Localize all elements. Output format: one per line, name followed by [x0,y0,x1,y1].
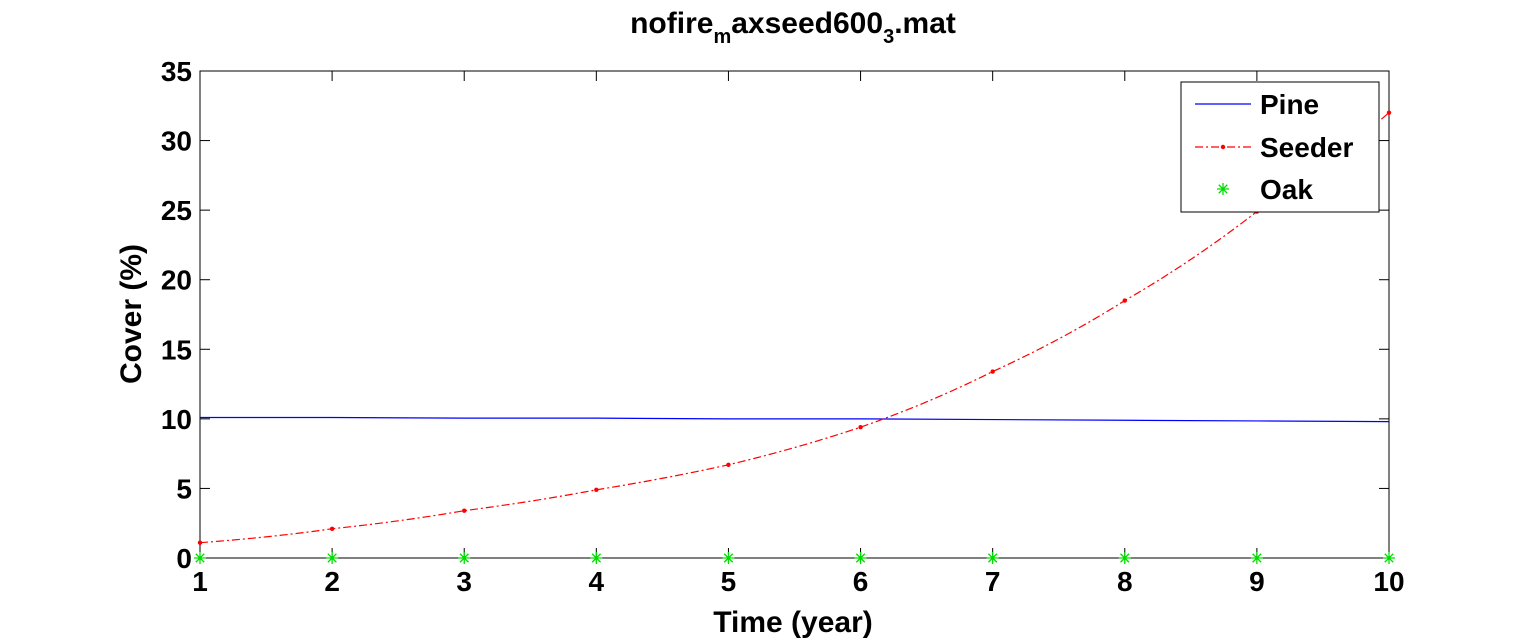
series-point-oak [986,552,999,564]
chart-title-sub1: m [713,26,731,48]
series-point-seeder [1386,110,1392,115]
y-tick-label: 30 [161,126,192,157]
x-tick-label: 4 [589,566,605,597]
x-tick-label: 8 [1117,566,1133,597]
series-pine [200,416,1390,423]
series-point-seeder [197,540,203,545]
series-point-seeder [1122,298,1127,303]
chart-title-sub2: 3 [883,26,894,48]
series-point-oak [458,552,471,564]
y-tick-label: 25 [161,195,192,226]
x-tick-label: 1 [192,566,208,597]
y-axis-label: Cover (%) [115,244,148,384]
series-line-seeder [199,112,1390,544]
chart-title: nofiremaxseed6003.mat [630,7,956,48]
x-tick-label: 3 [456,566,472,597]
legend-marker-seeder [1220,144,1226,150]
chart-title-part3: .mat [894,7,956,40]
series-line-pine [200,416,1390,423]
series-oak [194,552,1395,564]
legend-label-oak: Oak [1260,174,1313,205]
y-tick-label: 10 [161,404,192,435]
x-tick-label: 9 [1249,566,1265,597]
series-point-seeder [990,369,995,374]
series-point-seeder [462,508,467,513]
legend-label-pine: Pine [1260,89,1319,120]
y-tick-label: 20 [161,265,192,296]
series-point-oak [722,552,735,564]
series-point-oak [590,552,603,564]
y-tick-label: 5 [176,473,192,504]
series-point-seeder [594,487,599,493]
legend: Pine Seeder Oak [1180,81,1380,213]
x-axis-label: Time (year) [713,606,873,639]
series-point-seeder [858,425,863,430]
x-tick-label: 2 [324,566,340,597]
series-point-oak [1383,552,1395,564]
series-point-seeder [726,462,731,467]
series-point-seeder [329,526,335,531]
y-tick-label: 35 [161,56,192,87]
series-point-oak [326,552,339,564]
series-point-oak [194,552,206,564]
x-tick-label: 7 [985,566,1001,597]
series-point-oak [1250,552,1263,564]
y-tick-label: 15 [161,334,192,365]
y-tick-label: 0 [176,543,192,574]
x-tick-label: 6 [853,566,869,597]
series-point-oak [854,552,867,564]
legend-label-seeder: Seeder [1260,132,1353,163]
series-point-oak [1118,552,1131,564]
legend-marker-oak [1217,183,1229,195]
x-tick-label: 10 [1373,566,1404,597]
chart-title-part1: nofire [630,7,713,40]
x-tick-label: 5 [721,566,737,597]
chart-title-part2: axseed600 [731,7,883,40]
